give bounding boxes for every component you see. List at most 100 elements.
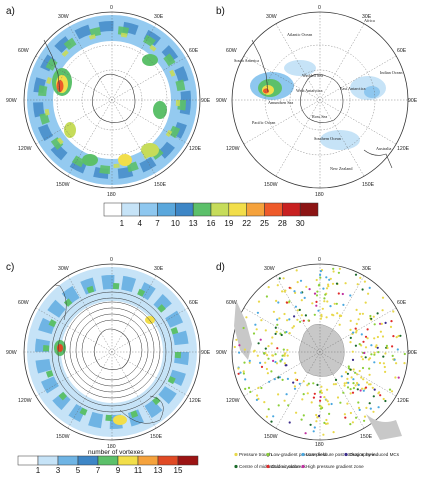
event-marker: [376, 335, 379, 339]
event-marker: [267, 286, 270, 289]
event-marker: [361, 366, 365, 370]
event-marker: [299, 279, 303, 282]
event-marker: [379, 330, 382, 333]
event-marker: [354, 384, 357, 387]
label-indian: Indian Ocean: [380, 70, 403, 75]
event-marker: [242, 372, 245, 375]
event-marker: [237, 367, 240, 370]
event-marker: [272, 310, 275, 313]
colorbar-top-cell: [210, 202, 230, 217]
event-marker: [277, 301, 280, 304]
colorbar-top-cell: [246, 202, 265, 217]
event-marker: [344, 371, 348, 374]
panel-d: d) 0 30E 60E 90E 120E 150E 180 150W 120W…: [216, 257, 418, 448]
colorbar-bottom-cell: [117, 455, 139, 466]
colorbar-top-tick: 7: [155, 219, 160, 228]
event-marker: [238, 351, 241, 354]
legend-swatch: [266, 452, 270, 457]
event-marker: [288, 421, 291, 424]
event-marker: [329, 277, 332, 280]
lon-90e: 90E: [408, 350, 418, 356]
event-marker: [379, 394, 382, 397]
event-marker: [362, 378, 365, 381]
event-marker: [248, 359, 251, 362]
event-marker: [325, 398, 328, 401]
label-new-zealand: New Zealand: [330, 166, 353, 171]
panel-a-antarctica: [92, 73, 136, 123]
event-marker: [376, 312, 379, 315]
event-marker: [327, 285, 330, 288]
event-marker: [233, 345, 236, 349]
event-marker: [293, 315, 296, 318]
event-marker: [260, 319, 263, 322]
lon-30w: 30W: [58, 14, 69, 20]
event-marker: [283, 399, 286, 402]
event-marker: [382, 397, 385, 401]
label-amundsen: Amundsen Sea: [268, 100, 293, 105]
event-marker: [320, 385, 323, 388]
event-marker: [300, 291, 303, 294]
event-marker: [298, 308, 301, 311]
event-marker: [276, 323, 279, 326]
event-marker: [351, 391, 355, 394]
colorbar-top-cell: [192, 202, 212, 217]
event-marker: [349, 411, 352, 415]
event-marker: [288, 300, 291, 303]
event-marker: [323, 396, 326, 399]
event-marker: [395, 336, 398, 339]
panel-d-antarctica: [298, 324, 345, 377]
event-marker: [383, 365, 386, 369]
event-marker: [356, 373, 359, 376]
event-marker: [332, 431, 335, 434]
event-marker: [364, 386, 368, 389]
lon-150w: 150W: [264, 182, 278, 188]
panel-b-lon-labels: 0 30E 60E 90E 120E 150E 180 150W 120W 90…: [216, 5, 418, 198]
event-marker: [319, 270, 322, 273]
event-marker: [313, 426, 316, 429]
event-marker: [377, 351, 380, 354]
event-marker: [369, 314, 372, 318]
event-marker: [296, 309, 299, 312]
lon-60e: 60E: [189, 300, 199, 306]
lon-60e: 60E: [397, 300, 407, 306]
colorbar-top-ticks: 1 4 7 10 13 16 19 22 25 28 30: [120, 219, 306, 228]
event-marker: [395, 362, 398, 365]
event-marker: [358, 312, 362, 315]
colorbar-top-tick: 19: [224, 219, 233, 228]
event-marker: [352, 382, 355, 385]
event-marker: [310, 401, 313, 404]
lon-90w: 90W: [216, 350, 227, 356]
event-marker: [355, 308, 358, 311]
event-marker: [384, 352, 387, 355]
event-marker: [351, 358, 355, 361]
event-marker: [356, 388, 359, 391]
event-marker: [292, 381, 295, 384]
event-marker: [272, 415, 275, 418]
event-marker: [276, 284, 279, 287]
lon-90w: 90W: [6, 350, 17, 356]
event-marker: [286, 319, 289, 322]
event-marker: [344, 282, 347, 285]
event-marker: [279, 359, 282, 362]
event-marker: [354, 273, 358, 276]
event-marker: [319, 276, 322, 279]
event-marker: [372, 410, 375, 413]
lon-30e: 30E: [154, 14, 164, 20]
event-marker: [239, 371, 242, 374]
event-marker: [337, 271, 340, 274]
event-marker: [370, 353, 373, 356]
event-marker: [373, 361, 376, 364]
event-marker: [313, 392, 316, 395]
colorbar-top-tick: 13: [189, 219, 198, 228]
event-marker: [319, 390, 322, 394]
label-south-america: South America: [234, 58, 259, 63]
panel-b-letter: b): [216, 6, 225, 17]
colorbar-bottom: number of vortexes 1 3 5 7 9 11 13 15: [17, 449, 199, 475]
colorbar-top-cell: [121, 202, 140, 217]
event-marker: [286, 377, 289, 380]
event-marker: [247, 386, 251, 389]
event-marker: [371, 386, 374, 389]
lon-0: 0: [110, 5, 113, 11]
colorbar-top-tick: 1: [120, 219, 125, 228]
